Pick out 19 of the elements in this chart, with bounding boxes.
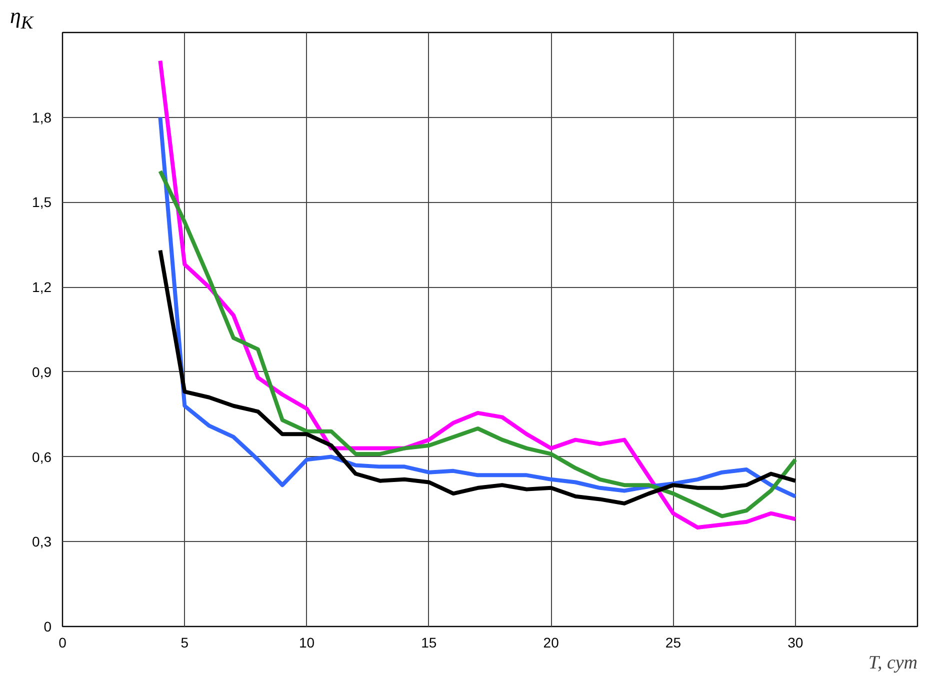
y-tick-label: 0,9 — [32, 364, 52, 380]
y-tick-label: 1,8 — [32, 109, 52, 126]
y-tick-label: 0,3 — [32, 534, 52, 550]
x-tick-label: 15 — [421, 634, 437, 650]
x-tick-label: 10 — [299, 634, 315, 650]
y-tick-label: 0 — [44, 618, 52, 634]
y-tick-label: 1,5 — [32, 194, 52, 210]
x-tick-label: 0 — [58, 634, 67, 650]
x-tick-label: 5 — [180, 634, 189, 650]
line-series — [158, 248, 798, 506]
line-series — [158, 169, 798, 518]
y-axis-title: η$_{K}$ — [10, 2, 34, 34]
y-tick-label: 0,6 — [32, 448, 52, 465]
x-tick-label: 20 — [543, 634, 560, 650]
x-tick-label: 30 — [788, 634, 804, 650]
x-tick-label: 25 — [665, 634, 682, 650]
y-tick-label: 1,2 — [32, 279, 52, 296]
line-series — [158, 115, 798, 498]
x-axis-title: T, сут — [868, 652, 918, 674]
